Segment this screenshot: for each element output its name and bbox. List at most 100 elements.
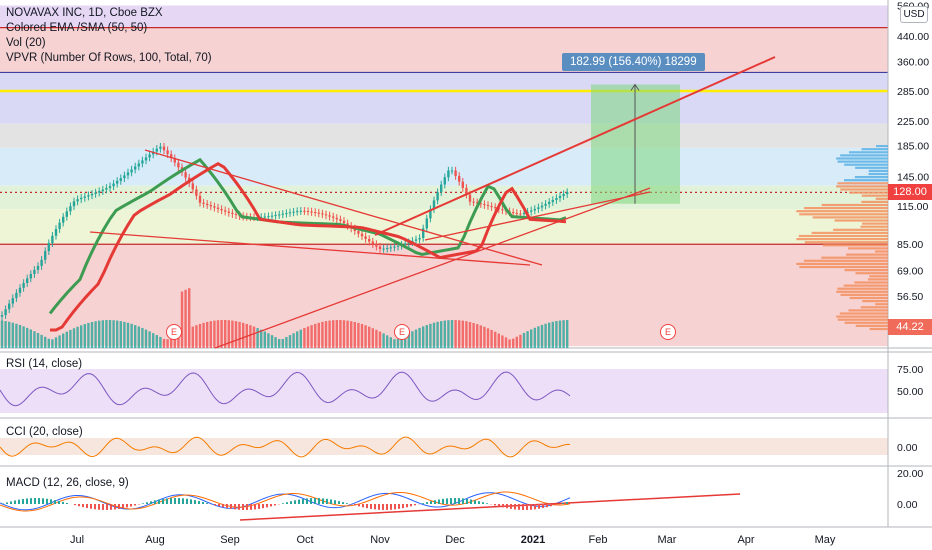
volume-bar bbox=[144, 329, 148, 348]
volume-bar bbox=[155, 335, 158, 348]
time-label-4: Nov bbox=[370, 534, 390, 546]
macd-histogram-bar bbox=[518, 504, 520, 510]
macd-histogram-bar bbox=[238, 504, 240, 510]
macd-histogram-bar bbox=[302, 498, 304, 504]
volume-bar bbox=[400, 336, 403, 348]
vpvr-bar bbox=[837, 318, 888, 321]
macd-histogram-bar bbox=[246, 504, 248, 510]
volume-bar bbox=[386, 335, 389, 348]
candle-body bbox=[58, 222, 61, 229]
macd-label: MACD (12, 26, close, 9) bbox=[6, 477, 129, 489]
candle-body bbox=[418, 237, 421, 240]
volume-bar bbox=[191, 326, 194, 348]
vpvr-bar bbox=[821, 256, 888, 259]
candle-body bbox=[468, 194, 472, 202]
macd-histogram-bar bbox=[538, 504, 540, 509]
volume-bar bbox=[418, 327, 421, 348]
macd-histogram-bar bbox=[178, 498, 180, 504]
volume-bar bbox=[184, 289, 187, 348]
trendline-2 bbox=[214, 187, 651, 349]
macd-histogram-bar bbox=[86, 504, 88, 508]
candle-body bbox=[209, 205, 212, 207]
candle-body bbox=[461, 181, 464, 188]
price-tick-7: 115.00 bbox=[897, 201, 928, 213]
candle-body bbox=[62, 216, 65, 223]
candle-body bbox=[317, 212, 320, 214]
price-tick-3: 285.00 bbox=[897, 86, 929, 98]
price-tick-8: 85.00 bbox=[897, 239, 923, 251]
candle-body bbox=[353, 228, 356, 232]
candle-body bbox=[414, 239, 418, 241]
candle-body bbox=[72, 201, 76, 207]
volume-bar bbox=[346, 320, 349, 348]
candle-body bbox=[4, 309, 7, 316]
candle-body bbox=[36, 265, 40, 270]
volume-bar bbox=[353, 321, 356, 348]
current-price-tag: 128.00 bbox=[888, 184, 932, 200]
macd-histogram-bar bbox=[550, 504, 552, 507]
indicator-vpvr[interactable]: VPVR (Number Of Rows, 100, Total, 70) bbox=[6, 52, 212, 64]
volume-bar bbox=[173, 335, 176, 348]
macd-histogram-bar bbox=[342, 502, 344, 504]
volume-bar bbox=[328, 320, 331, 348]
macd-histogram-bar bbox=[22, 498, 24, 504]
cci-line bbox=[0, 436, 571, 458]
vpvr-bar bbox=[867, 278, 888, 281]
candle-body bbox=[231, 212, 234, 215]
volume-bar bbox=[234, 321, 238, 348]
vpvr-bar bbox=[844, 163, 888, 166]
price-tick-2: 360.00 bbox=[897, 56, 929, 68]
volume-bar bbox=[238, 321, 241, 348]
volume-bar bbox=[44, 336, 47, 348]
candle-body bbox=[173, 158, 176, 163]
volume-bar bbox=[108, 320, 112, 348]
macd-histogram-bar bbox=[454, 498, 456, 504]
indicator-volume[interactable]: Vol (20) bbox=[6, 37, 46, 49]
volume-bar bbox=[414, 329, 418, 348]
candle-body bbox=[177, 162, 180, 168]
earnings-marker-nov[interactable]: E bbox=[394, 324, 410, 340]
volume-bar bbox=[90, 322, 94, 348]
cci-label: CCI (20, close) bbox=[6, 426, 83, 438]
currency-button[interactable]: USD bbox=[900, 6, 928, 23]
vpvr-bar bbox=[844, 321, 888, 324]
macd-histogram-bar bbox=[218, 504, 220, 507]
vpvr-bar bbox=[848, 247, 888, 250]
candle-body bbox=[137, 163, 140, 167]
macd-histogram-bar bbox=[378, 504, 380, 510]
candle-body bbox=[260, 216, 263, 218]
price-zone-6 bbox=[0, 209, 888, 245]
macd-histogram-bar bbox=[134, 504, 136, 506]
macd-histogram-bar bbox=[522, 504, 524, 510]
macd-histogram-bar bbox=[294, 500, 296, 504]
earnings-marker-feb[interactable]: E bbox=[660, 324, 676, 340]
volume-bar bbox=[202, 322, 205, 348]
price-zone-1 bbox=[0, 27, 888, 73]
macd-histogram-bar bbox=[38, 498, 40, 504]
macd-histogram-bar bbox=[166, 498, 168, 504]
volume-bar bbox=[170, 337, 173, 348]
volume-bar bbox=[303, 328, 306, 348]
candle-body bbox=[130, 169, 133, 173]
volume-bar bbox=[429, 323, 432, 348]
volume-bar bbox=[422, 326, 425, 348]
macd-histogram-bar bbox=[254, 504, 256, 510]
macd-histogram-bar bbox=[2, 503, 4, 504]
price-tick-10: 56.50 bbox=[897, 291, 923, 303]
indicator-ema-sma[interactable]: Colored EMA /SMA (50, 50) bbox=[6, 22, 148, 34]
candle-body bbox=[47, 243, 50, 252]
vpvr-bar bbox=[855, 272, 888, 275]
candle-body bbox=[281, 213, 284, 215]
earnings-marker-aug[interactable]: E bbox=[166, 324, 182, 340]
candle-body bbox=[422, 228, 425, 238]
macd-histogram-bar bbox=[262, 504, 264, 509]
vpvr-bar bbox=[849, 151, 888, 154]
candle-body bbox=[371, 241, 374, 245]
macd-histogram-bar bbox=[438, 499, 440, 504]
volume-bar bbox=[476, 324, 479, 348]
candle-body bbox=[278, 214, 281, 216]
macd-histogram-bar bbox=[222, 504, 224, 508]
candle-body bbox=[519, 213, 522, 215]
candle-body bbox=[224, 210, 227, 212]
